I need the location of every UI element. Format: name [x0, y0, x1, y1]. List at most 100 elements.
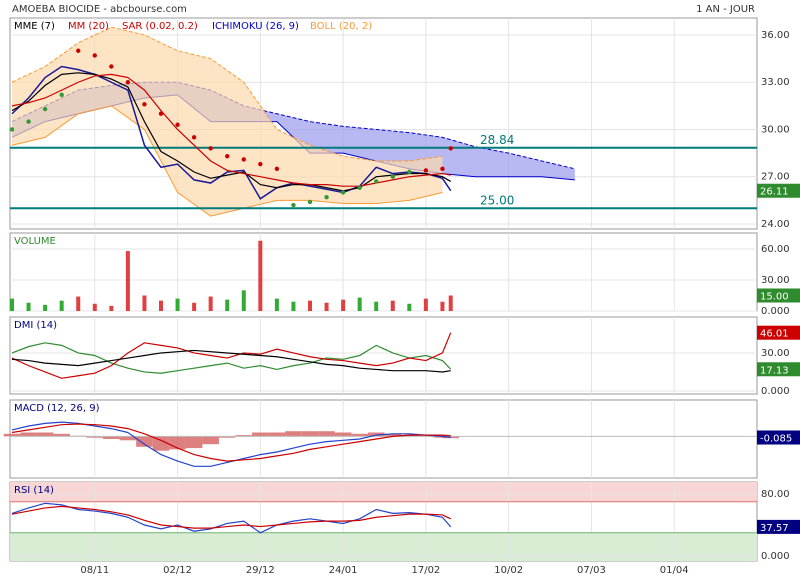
sar-dot — [440, 166, 445, 172]
panel-frame — [9, 316, 758, 395]
sar-dot — [76, 48, 81, 53]
histogram-bar — [384, 433, 402, 437]
sar-dot — [291, 202, 296, 208]
volume-bar — [341, 299, 346, 311]
legend-entry: SAR (0.02, 0.2) — [122, 21, 198, 32]
x-tick-label: 29/12 — [246, 565, 275, 576]
last-value-badge — [757, 325, 800, 340]
x-tick-label: 24/01 — [329, 565, 358, 576]
volume-bar — [125, 251, 130, 311]
last-value-label: 17.13 — [760, 365, 789, 376]
volume-bar — [308, 300, 312, 311]
sar-dot — [357, 185, 362, 190]
legend-entry: ICHIMOKU (26, 9) — [212, 21, 299, 32]
indicator-line — [11, 72, 452, 192]
support-label: 28.84 — [480, 133, 514, 147]
sar-dot — [42, 106, 48, 112]
histogram-bar — [367, 432, 385, 437]
chart-title: AMOEBA BIOCIDE - abcbourse.com — [12, 4, 187, 15]
period: 1 AN - JOUR — [696, 4, 755, 15]
indicator-line — [11, 421, 451, 467]
y-tick-label: 24.00 — [761, 219, 790, 230]
sar-dot — [423, 168, 429, 173]
zone — [10, 482, 757, 502]
histogram-bar — [53, 433, 70, 437]
indicator-line — [11, 423, 451, 462]
histogram-bar — [3, 433, 21, 437]
histogram-bar — [401, 435, 418, 437]
volume-bar — [159, 300, 163, 311]
sar-dot — [241, 157, 246, 162]
volume-bar — [225, 299, 230, 311]
histogram-bar — [86, 436, 104, 438]
volume-bar — [274, 298, 279, 311]
sar-dot — [208, 146, 213, 151]
sar-dot — [324, 194, 329, 200]
legend-entry: MME (7) — [14, 21, 55, 32]
y-tick-label: 80.00 — [761, 489, 790, 500]
sar-dot — [340, 190, 346, 195]
y-tick-label: 0.000 — [761, 551, 790, 562]
y-tick-label: 36.00 — [761, 30, 790, 41]
volume-bar — [291, 301, 296, 311]
last-value-badge — [757, 430, 800, 445]
histogram-bar — [185, 436, 203, 449]
zone — [10, 532, 757, 561]
sar-dot — [274, 166, 280, 172]
histogram-bar — [351, 433, 368, 437]
volume-bar — [241, 290, 246, 311]
histogram-bar — [20, 432, 37, 437]
y-tick-label: 0.000 — [761, 306, 790, 317]
histogram-bar — [119, 436, 137, 441]
volume-bar — [258, 240, 263, 311]
panel-label: DMI (14) — [14, 320, 57, 331]
sar-dot — [109, 64, 114, 69]
indicator-line — [11, 502, 452, 534]
y-tick-label: 30.00 — [761, 348, 790, 359]
volume-bar — [175, 298, 180, 311]
x-tick-label: 01/04 — [660, 565, 689, 576]
sar-dot — [158, 111, 164, 116]
panel-label: VOLUME — [14, 236, 56, 247]
volume-bar — [390, 300, 395, 311]
panel-label: MACD (12, 26, 9) — [14, 403, 100, 414]
band-edge — [11, 26, 443, 162]
last-value-badge — [757, 362, 800, 377]
x-tick-label: 10/02 — [494, 565, 523, 576]
indicator-line — [11, 332, 452, 379]
indicator-line — [11, 73, 451, 187]
histogram-bar — [318, 431, 335, 437]
sar-dot — [390, 174, 395, 179]
volume-bar — [440, 301, 445, 311]
sar-dot — [175, 122, 180, 127]
volume-bar — [10, 298, 14, 311]
y-tick-label: 30.00 — [761, 124, 790, 135]
volume-bar — [208, 296, 213, 311]
histogram-bar — [434, 436, 451, 438]
histogram-bar — [152, 436, 170, 451]
last-value-label: 37.57 — [760, 523, 789, 534]
histogram-bar — [285, 431, 302, 437]
volume-bar — [192, 302, 197, 311]
band-fill — [12, 27, 443, 217]
volume-bar — [59, 300, 64, 311]
sar-dot — [307, 199, 313, 205]
x-tick-label: 02/12 — [163, 565, 192, 576]
x-tick-label: 17/02 — [411, 565, 440, 576]
panel-frame — [9, 17, 758, 230]
last-value-badge — [757, 183, 800, 198]
histogram-bar — [268, 432, 286, 437]
y-tick-label: 60.00 — [761, 244, 790, 255]
panel-frame — [9, 232, 758, 312]
sar-dot — [448, 146, 453, 151]
volume-bar — [423, 298, 428, 311]
sar-dot — [59, 92, 64, 98]
last-value-badge — [757, 288, 800, 303]
volume-bar — [407, 303, 412, 311]
sar-dot — [225, 154, 230, 159]
histogram-bar — [103, 436, 120, 439]
volume-bar — [26, 302, 31, 311]
y-tick-label: 30.00 — [761, 275, 790, 286]
volume-bar — [374, 301, 379, 311]
indicator-line — [11, 505, 451, 529]
